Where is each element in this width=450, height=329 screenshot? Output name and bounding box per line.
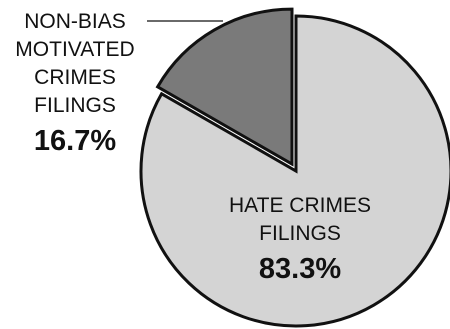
non-bias-slice [155, 7, 294, 167]
hate-crimes-label-line-1: HATE CRIMES [229, 194, 371, 217]
non-bias-value-label: 16.7% [34, 125, 116, 157]
pie-slices [139, 7, 450, 328]
non-bias-label-line-3: CRIMES [34, 66, 116, 89]
non-bias-label-line-4: FILINGS [34, 94, 116, 117]
non-bias-label-line-2: MOTIVATED [15, 38, 134, 61]
hate-crimes-slice [139, 14, 450, 328]
hate-crimes-value-label: 83.3% [259, 253, 341, 285]
hate-crimes-label-line-2: FILINGS [259, 222, 341, 245]
non-bias-label-line-1: NON-BIAS [24, 10, 126, 33]
